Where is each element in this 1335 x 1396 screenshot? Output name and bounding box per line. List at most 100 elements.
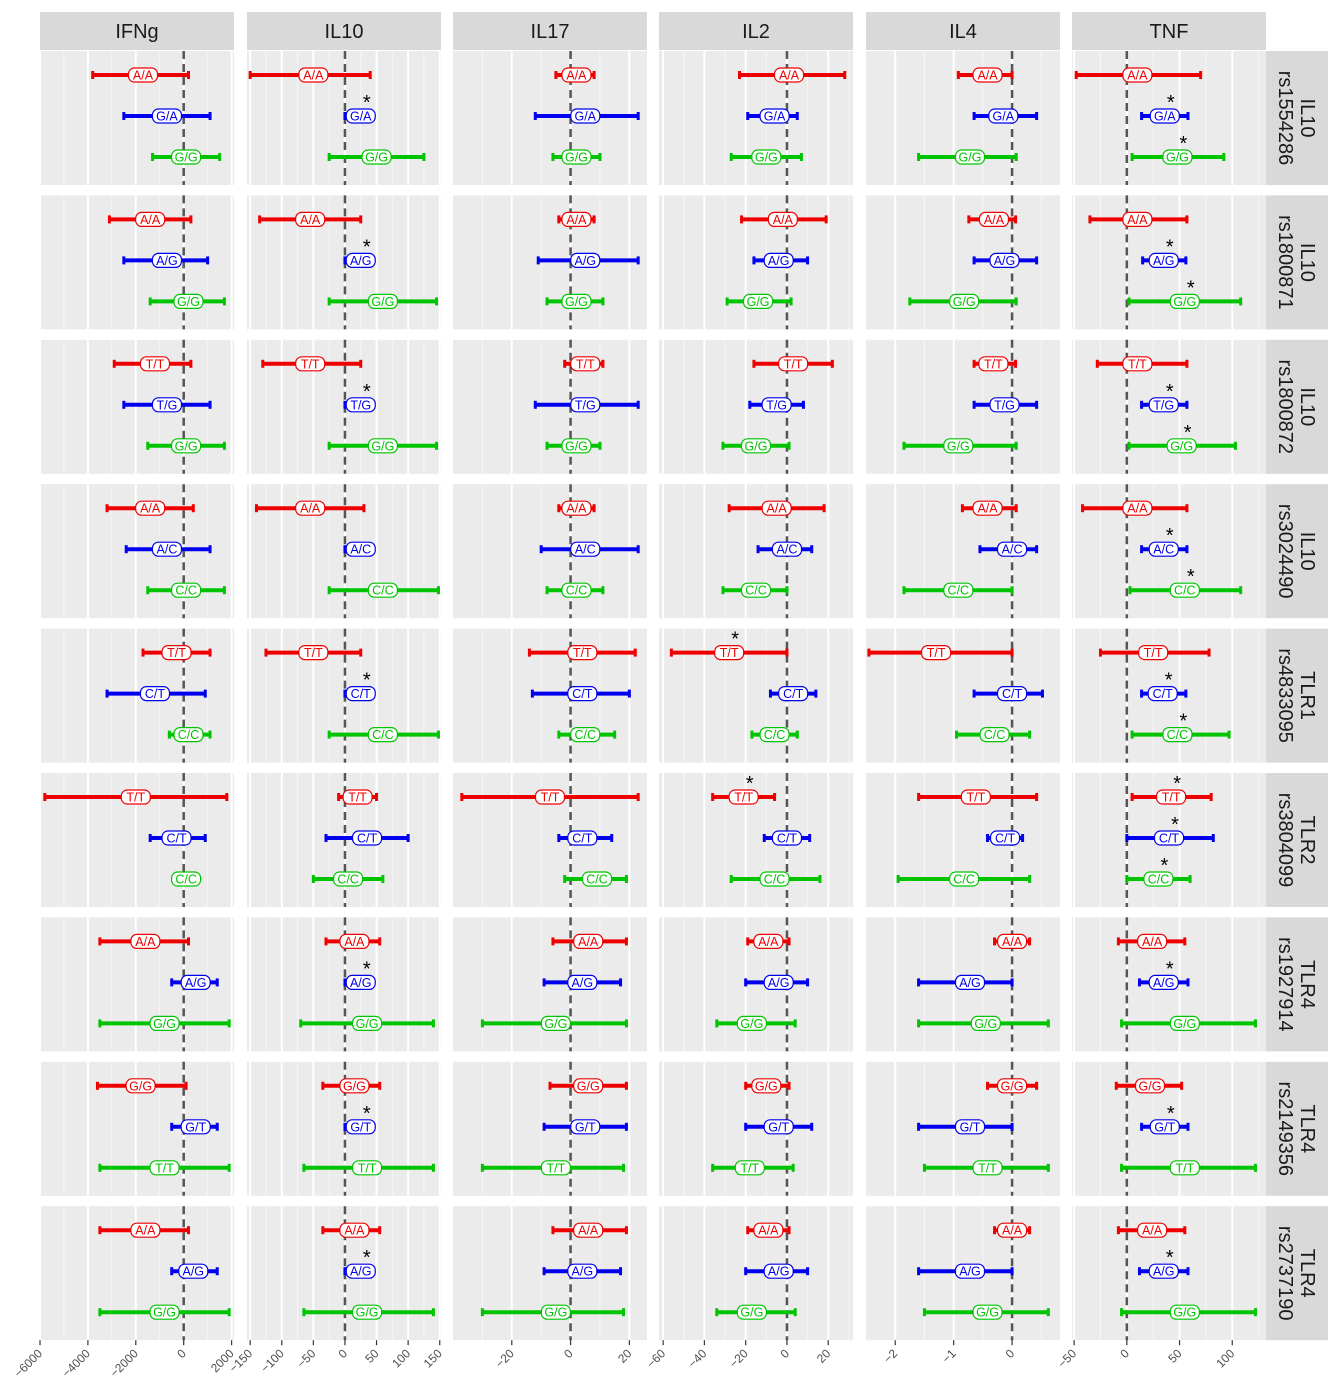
genotype-label: T/T [734, 791, 753, 805]
significance-star: * [1166, 1247, 1174, 1269]
row-strip-snp: rs1800871 [1274, 215, 1296, 310]
genotype-label: C/C [1148, 873, 1170, 887]
genotype-label-box [120, 789, 151, 805]
genotype-label-box [1147, 685, 1178, 702]
column-strip-bg [1072, 12, 1266, 50]
genotype-label: G/G [1001, 1079, 1024, 1093]
genotype-label: T/G [1153, 398, 1174, 412]
genotype-label: G/G [747, 295, 770, 309]
genotype-label: C/C [566, 584, 588, 598]
genotype-label: A/G [572, 976, 594, 990]
genotype-label-box [561, 500, 592, 516]
genotype-label: T/T [966, 791, 985, 805]
genotype-label-box [763, 1119, 794, 1135]
genotype-label-box [135, 211, 166, 227]
row-strip-bg [1266, 1061, 1328, 1196]
genotype-label-box [127, 67, 159, 83]
facet-panel: A/A A/G* G/G [1072, 1206, 1266, 1341]
genotype-label: T/T [740, 1161, 759, 1175]
genotype-label: A/A [779, 69, 800, 83]
genotype-label-box [996, 933, 1028, 950]
significance-star: * [1180, 133, 1188, 155]
genotype-label: C/C [337, 873, 359, 887]
row-strip-gene: TLR4 [1296, 1249, 1318, 1298]
facet-panel: A/AG/A*G/G* [1072, 51, 1266, 185]
genotype-label-box [345, 252, 376, 268]
row-strip-snp: rs2737190 [1274, 1226, 1296, 1321]
genotype-label: A/G [959, 976, 981, 990]
genotype-label: A/A [1002, 935, 1023, 949]
genotype-label: A/A [133, 69, 154, 83]
significance-star: * [363, 381, 371, 403]
x-tick-label: −50 [1055, 1346, 1080, 1371]
genotype-label: T/T [167, 646, 186, 660]
genotype-label: A/G [574, 254, 596, 268]
genotype-label-box [1122, 211, 1153, 227]
genotype-label-box [345, 108, 376, 124]
genotype-label-box [773, 67, 805, 83]
facet-panel: A/A A/G G/G [659, 1206, 853, 1341]
genotype-label: A/A [300, 502, 321, 516]
genotype-label: A/C [157, 543, 178, 557]
genotype-label: A/G [350, 976, 372, 990]
genotype-label-box [1169, 1304, 1200, 1320]
genotype-label-box [333, 871, 364, 887]
facet-panel: T/T C/T C/C [39, 773, 234, 907]
column-strip-bg [659, 12, 853, 50]
significance-star: * [1166, 525, 1174, 547]
significance-star: * [1166, 958, 1174, 980]
facet-panel: A/A A/G G/G [453, 1206, 647, 1341]
genotype-label-box [1162, 726, 1193, 743]
genotype-label: G/G [755, 1079, 778, 1093]
genotype-label-box [345, 541, 376, 557]
genotype-label: G/T [1154, 1120, 1175, 1134]
genotype-label-box [534, 789, 566, 805]
genotype-label: A/G [1153, 254, 1175, 268]
column-strip-label: TNF [1150, 21, 1189, 43]
genotype-label-box [361, 149, 392, 165]
genotype-label-box [570, 252, 601, 268]
facet-panel: T/TT/G*G/G* [1072, 339, 1266, 474]
row-strip-gene: IL10 [1296, 387, 1318, 426]
genotype-label: G/G [565, 151, 588, 165]
facet-panel: A/A A/G G/G [39, 195, 234, 330]
genotype-label-box [561, 67, 592, 83]
row-strip-gene: TLR4 [1296, 960, 1318, 1009]
genotype-label-box [954, 149, 986, 165]
x-tick-label: −20 [727, 1346, 752, 1371]
facet-panel: A/A A/C C/C [39, 484, 234, 619]
genotype-label-box [1148, 541, 1179, 557]
genotype-label-box [996, 1078, 1028, 1094]
x-tick-label: 50 [362, 1346, 382, 1366]
genotype-label-box [742, 293, 774, 309]
row-strip-snp: rs4833095 [1274, 648, 1296, 743]
genotype-label-box [751, 1078, 782, 1094]
genotype-label: A/C [777, 543, 798, 557]
genotype-label-box [761, 500, 792, 516]
genotype-label: G/G [1139, 1079, 1162, 1093]
genotype-label-box [161, 644, 192, 661]
genotype-label-box [954, 974, 986, 991]
genotype-label-box [295, 356, 326, 372]
genotype-label-box [989, 397, 1020, 413]
genotype-label-box [1149, 108, 1180, 124]
x-tick-label: −2000 [107, 1346, 141, 1380]
genotype-label: A/G [185, 976, 207, 990]
genotype-label: T/G [350, 398, 371, 412]
x-tick-label: 0 [561, 1346, 576, 1361]
genotype-label: G/G [371, 295, 394, 309]
genotype-label-box [771, 830, 803, 846]
genotype-label-box [759, 726, 790, 743]
genotype-label-box [351, 1015, 383, 1032]
genotype-label-box [979, 726, 1010, 743]
genotype-label-box [949, 293, 980, 309]
genotype-label-box [753, 1222, 784, 1238]
genotype-label-box [736, 1304, 767, 1320]
genotype-label: C/C [745, 584, 767, 598]
genotype-label-box [763, 974, 794, 991]
row-strip-gene: IL10 [1296, 99, 1318, 138]
row-strip-bg [1266, 628, 1328, 763]
genotype-label: T/T [1144, 646, 1163, 660]
genotype-label-box [1122, 500, 1153, 516]
genotype-label-box [561, 149, 592, 165]
